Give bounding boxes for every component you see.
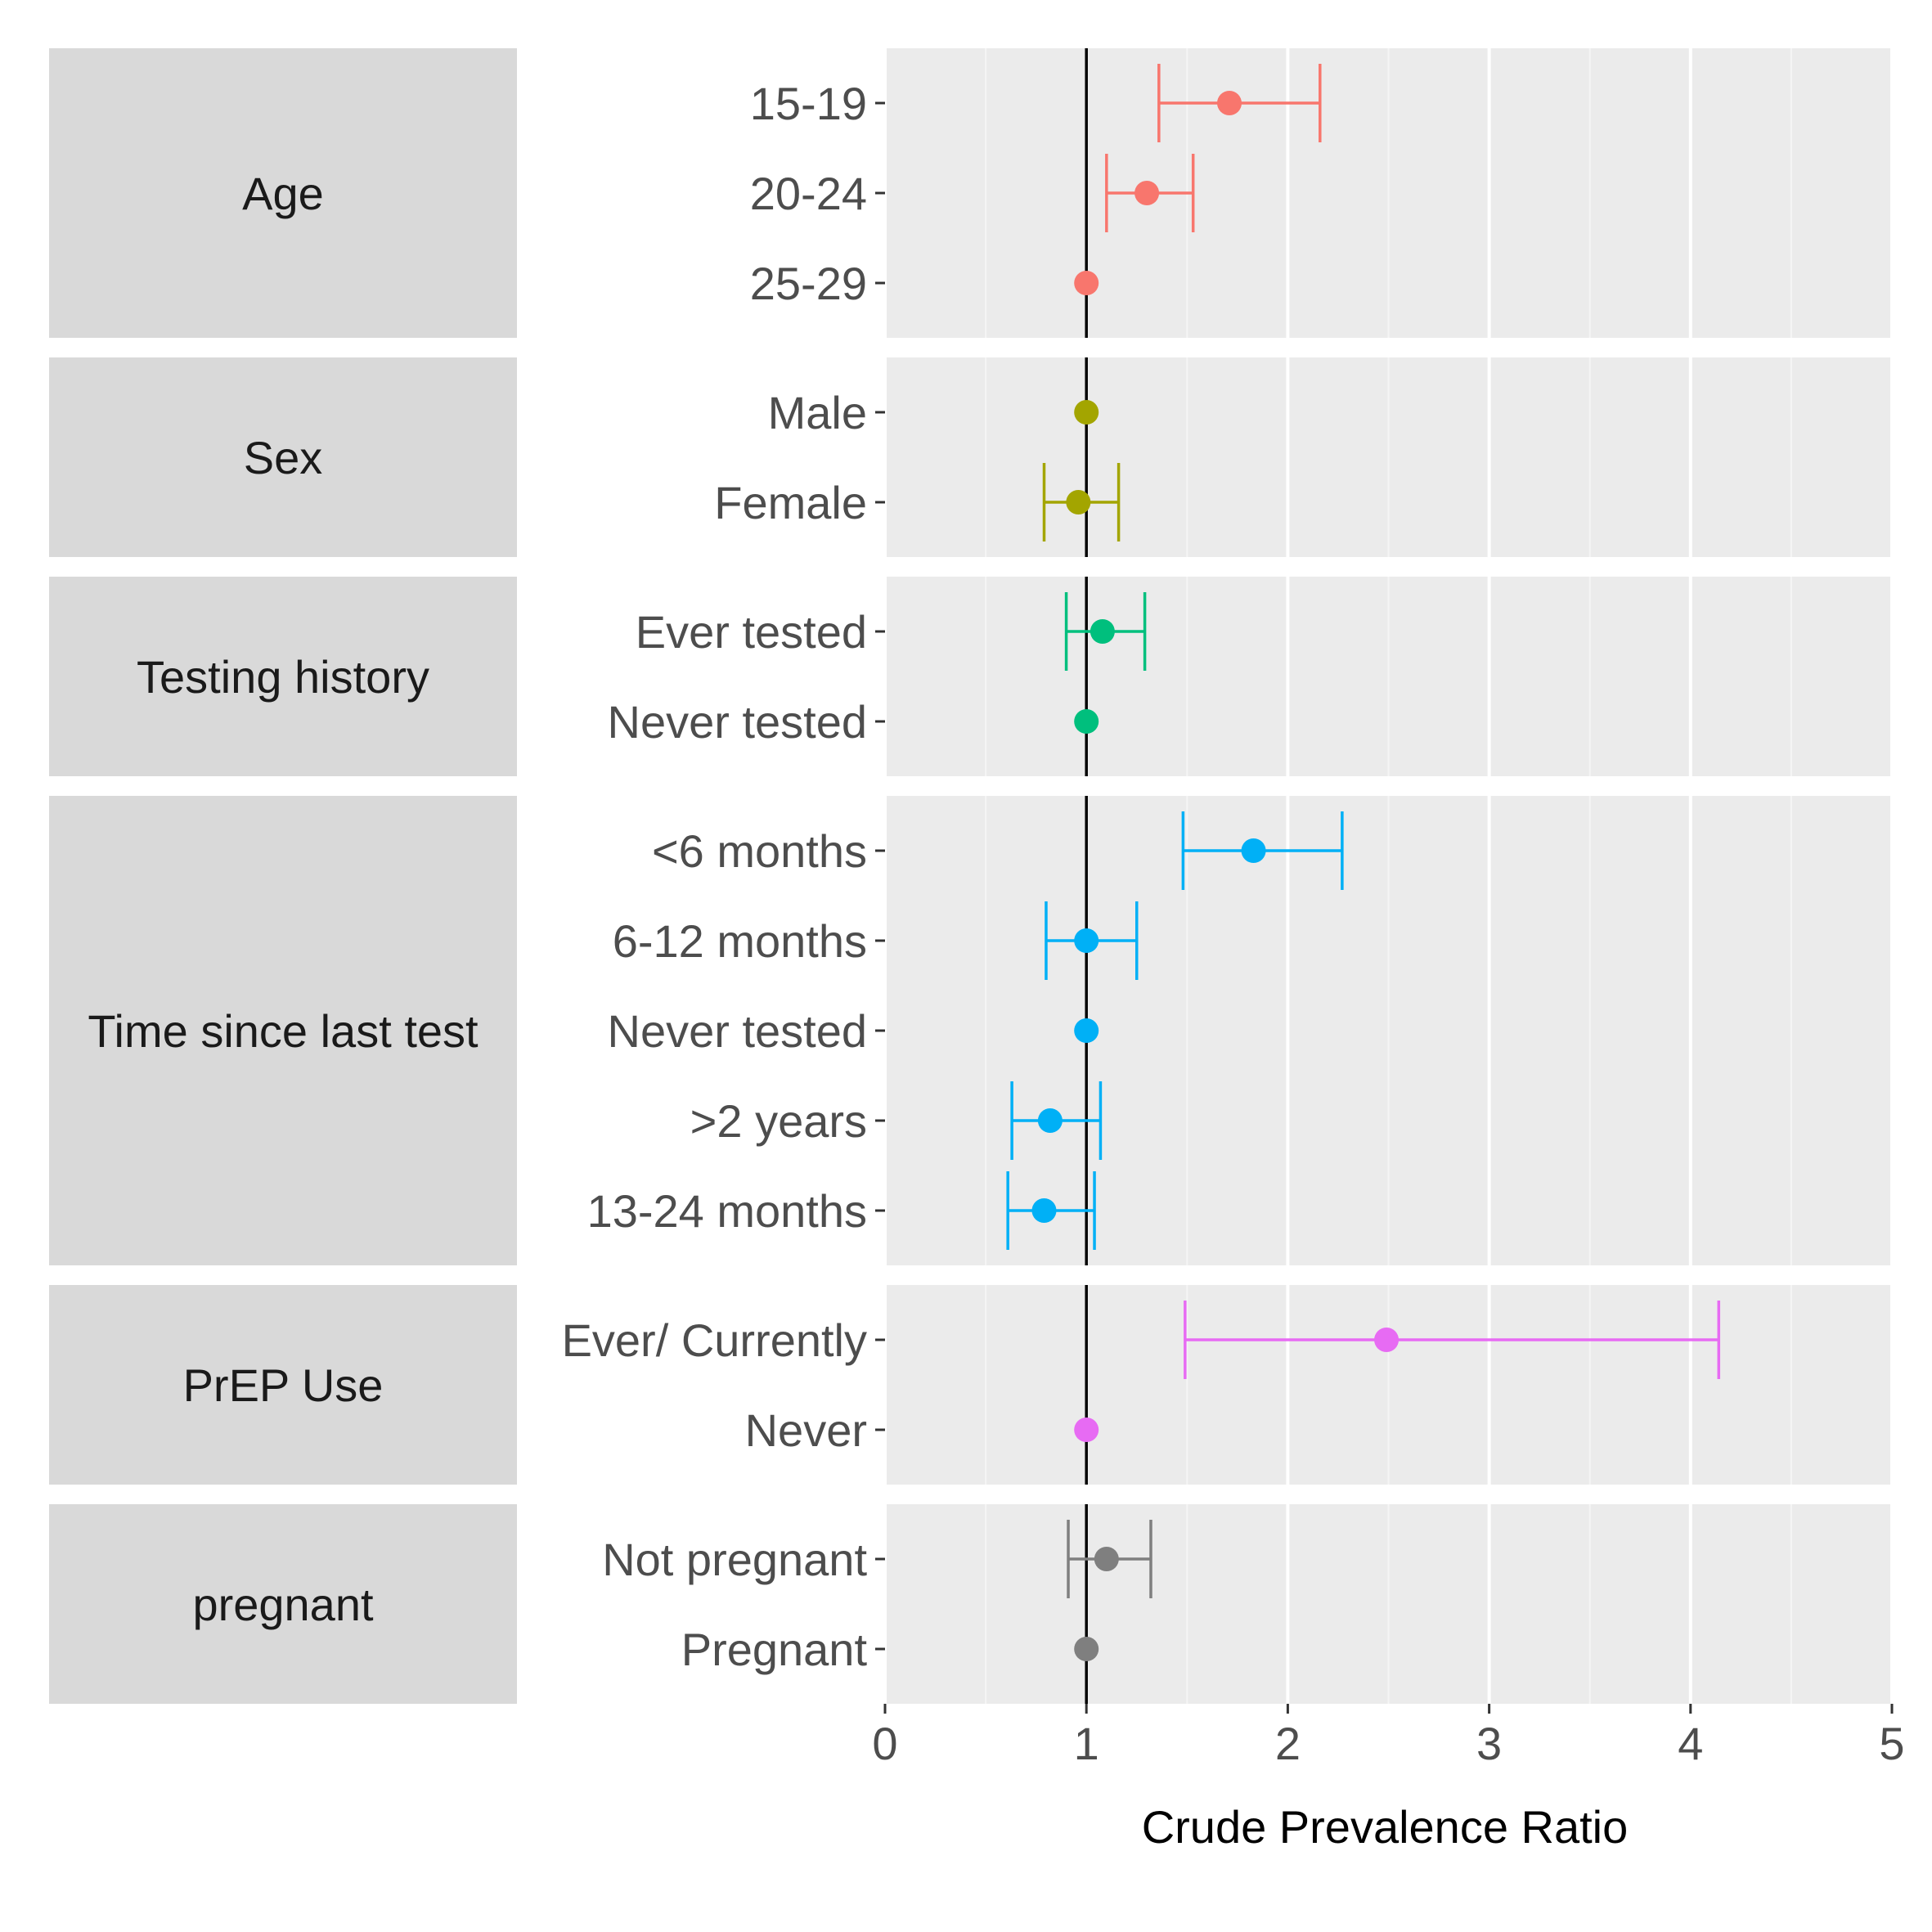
panel-strip	[49, 1285, 517, 1485]
y-tick-label: <6 months	[652, 825, 867, 877]
point-estimate	[1074, 400, 1099, 425]
panel-strip	[49, 48, 517, 338]
y-tick-label: Never tested	[608, 696, 868, 748]
y-tick-label: Male	[768, 387, 867, 438]
row-time-since-last-test-6-12-months: 6-12 months	[613, 901, 1139, 980]
point-estimate	[1074, 928, 1099, 953]
panel-strip-label: Age	[242, 168, 324, 219]
y-tick-label: Ever/ Currently	[562, 1314, 867, 1366]
row-testing-history-never-tested: Never tested	[608, 696, 1099, 748]
x-tick-label: 0	[872, 1718, 897, 1769]
x-tick-label: 2	[1275, 1718, 1301, 1769]
point-estimate	[1074, 271, 1099, 295]
panel-strip	[49, 1504, 517, 1704]
x-tick-label: 1	[1074, 1718, 1099, 1769]
panel-strip	[49, 577, 517, 776]
x-tick-label: 5	[1879, 1718, 1904, 1769]
row-prep-use-ever-currently: Ever/ Currently	[562, 1301, 1721, 1379]
point-estimate	[1031, 1198, 1057, 1223]
row-pregnant-not-pregnant: Not pregnant	[602, 1520, 1152, 1598]
y-tick-label: Not pregnant	[602, 1534, 867, 1585]
panel-strip-label: pregnant	[192, 1579, 374, 1630]
row-sex-male: Male	[768, 387, 1099, 438]
panel-testing-history: Testing history Ever tested Never tested	[49, 577, 1894, 776]
x-axis: 0 1 2 3 4 5	[872, 1704, 1905, 1769]
y-tick-label: Pregnant	[681, 1624, 868, 1675]
x-tick-label: 3	[1476, 1718, 1502, 1769]
panel-strip	[49, 357, 517, 557]
row-prep-use-never: Never	[745, 1404, 1099, 1456]
panels-layer: Age 15-19 20-24 25-29 Sex Male Female Testing h…	[49, 48, 1894, 1704]
y-tick-label: 6-12 months	[613, 915, 867, 967]
y-tick-label: 15-19	[750, 78, 867, 129]
panel-strip-label: Testing history	[137, 651, 429, 703]
y-tick-label: Never tested	[608, 1005, 868, 1057]
row-time-since-last-test-2-years: >2 years	[690, 1081, 1103, 1160]
y-tick-label: 13-24 months	[587, 1185, 867, 1237]
panel-sex: Sex Male Female	[49, 357, 1894, 557]
row-age-25-29: 25-29	[750, 258, 1099, 309]
point-estimate	[1090, 619, 1115, 644]
point-estimate	[1217, 91, 1242, 115]
point-estimate	[1074, 1018, 1099, 1043]
point-estimate	[1074, 1637, 1099, 1661]
point-estimate	[1134, 181, 1160, 205]
panel-strip-label: Sex	[244, 432, 323, 483]
row-age-15-19: 15-19	[750, 64, 1322, 142]
point-estimate	[1074, 1418, 1099, 1442]
point-estimate	[1074, 709, 1099, 734]
y-tick-label: Ever tested	[636, 606, 867, 658]
panel-prep-use: PrEP Use Ever/ Currently Never	[49, 1285, 1894, 1485]
y-tick-label: 20-24	[750, 168, 867, 219]
panel-time-since-last-test: Time since last test <6 months 6-12 months…	[49, 796, 1894, 1265]
row-pregnant-pregnant: Pregnant	[681, 1624, 1099, 1675]
point-estimate	[1374, 1328, 1400, 1352]
y-tick-label: Female	[714, 477, 867, 528]
y-tick-label: >2 years	[690, 1095, 867, 1147]
point-estimate	[1066, 490, 1091, 514]
x-tick-label: 4	[1678, 1718, 1703, 1769]
panel-pregnant: pregnant Not pregnant Pregnant	[49, 1504, 1894, 1704]
panel-strip-label: Time since last test	[88, 1005, 479, 1057]
x-axis-title: Crude Prevalence Ratio	[1142, 1801, 1629, 1853]
panel-age: Age 15-19 20-24 25-29	[49, 48, 1894, 338]
point-estimate	[1094, 1547, 1119, 1571]
point-estimate	[1241, 838, 1266, 863]
y-tick-label: 25-29	[750, 258, 867, 309]
row-sex-female: Female	[714, 463, 1121, 541]
row-time-since-last-test-never-tested: Never tested	[608, 1005, 1099, 1057]
y-tick-label: Never	[745, 1404, 867, 1456]
row-testing-history-ever-tested: Ever tested	[636, 592, 1147, 671]
row-time-since-last-test-13-24-months: 13-24 months	[587, 1171, 1096, 1250]
panel-strip	[49, 796, 517, 1265]
row-time-since-last-test-6-months: <6 months	[652, 811, 1344, 890]
point-estimate	[1037, 1108, 1063, 1133]
row-age-20-24: 20-24	[750, 154, 1195, 232]
panel-strip-label: PrEP Use	[183, 1359, 384, 1411]
